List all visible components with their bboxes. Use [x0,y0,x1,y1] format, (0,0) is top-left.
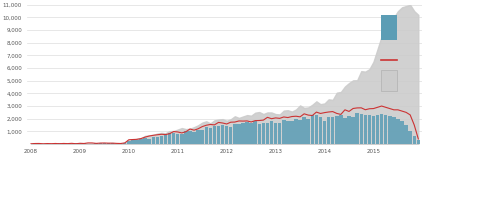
Bar [380,114,384,144]
Bar [258,124,261,144]
Bar [78,143,82,144]
Bar [225,126,228,144]
Bar [270,121,273,144]
Bar [233,124,237,144]
Bar [196,130,200,144]
Bar [160,136,163,144]
Bar [147,139,151,144]
Bar [368,115,371,144]
Bar [404,125,408,144]
Bar [250,123,253,144]
Bar [123,143,127,144]
Bar [388,116,392,144]
Bar [331,117,335,144]
Bar [299,120,302,144]
Bar [339,115,343,144]
Bar [282,120,286,144]
Bar [135,140,139,144]
Bar [286,121,289,144]
Bar [95,143,98,144]
Bar [229,127,232,144]
Bar [278,123,281,144]
Bar [168,133,171,144]
Bar [323,121,326,144]
Bar [209,128,212,144]
Bar [82,143,86,144]
Bar [237,124,240,144]
Bar [184,131,188,144]
Bar [294,119,298,144]
Bar [201,130,204,144]
Bar [343,118,347,144]
Bar [172,133,175,144]
Bar [392,117,396,144]
Bar [253,121,257,144]
Bar [192,132,196,144]
Bar [327,117,330,144]
Bar [307,119,310,144]
Bar [241,123,245,144]
Bar [363,115,367,144]
Bar [266,123,269,144]
Bar [33,143,37,144]
Bar [176,134,180,144]
Bar [217,126,220,144]
Bar [302,117,306,144]
Bar [347,116,351,144]
Bar [156,137,159,144]
Bar [372,116,375,144]
Bar [119,143,122,144]
Bar [360,114,363,144]
Bar [152,137,155,144]
Bar [274,123,277,144]
Bar [58,143,61,144]
Bar [107,143,110,144]
Bar [164,134,167,144]
FancyBboxPatch shape [381,70,396,91]
Bar [290,121,294,144]
Bar [351,117,355,144]
Bar [396,119,400,144]
Bar [188,131,192,144]
Bar [111,143,114,144]
Bar [245,122,249,144]
Bar [262,123,265,144]
Bar [384,115,387,144]
Bar [139,139,143,144]
Bar [319,117,322,144]
Bar [98,143,102,144]
Bar [180,134,183,144]
Bar [355,113,359,144]
Bar [408,131,412,144]
Bar [315,115,318,144]
FancyBboxPatch shape [381,15,396,40]
Bar [74,143,78,144]
Bar [127,141,131,144]
Bar [213,126,216,144]
Bar [221,125,224,144]
Bar [376,115,379,144]
Bar [204,127,208,144]
Bar [400,121,404,144]
Bar [103,143,106,144]
Bar [131,140,134,144]
Bar [311,115,314,144]
Bar [417,140,420,144]
Bar [412,136,416,144]
Bar [144,138,147,144]
Bar [335,116,338,144]
